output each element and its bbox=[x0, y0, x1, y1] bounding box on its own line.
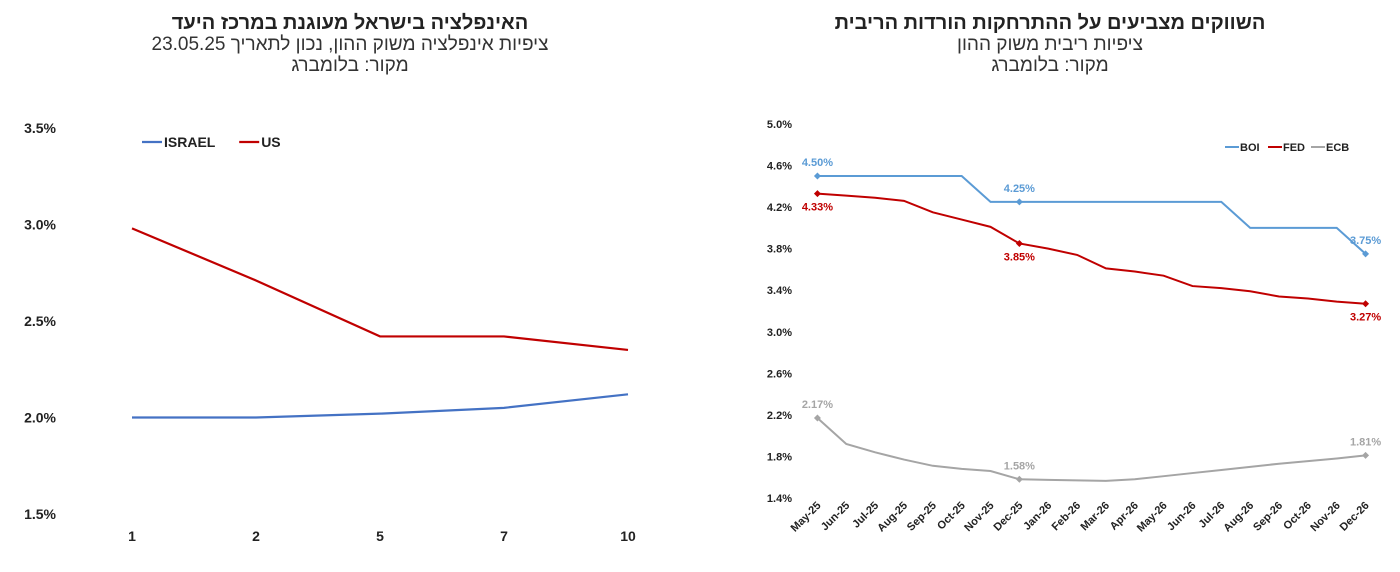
y-tick-label: 1.4% bbox=[767, 493, 792, 505]
x-tick-label: 10 bbox=[620, 528, 636, 544]
series-line-ecb bbox=[816, 417, 1366, 482]
rates-chart-title: השווקים מצביעים על ההתרחקות הורדות הריבי… bbox=[834, 12, 1266, 34]
y-tick-label: 3.0% bbox=[767, 327, 792, 339]
y-tick-label: 1.5% bbox=[24, 506, 56, 522]
y-tick-label: 4.2% bbox=[767, 202, 792, 214]
series-line-us bbox=[131, 227, 629, 352]
y-tick-label: 3.0% bbox=[24, 217, 56, 233]
x-tick-label: 2 bbox=[252, 528, 260, 544]
x-tick-label: Jun-25 bbox=[819, 500, 853, 534]
x-tick-label: Aug-25 bbox=[875, 500, 910, 535]
y-tick-label: 2.5% bbox=[24, 313, 56, 329]
series-line-fed bbox=[817, 192, 1366, 305]
data-label-fed: 3.85% bbox=[1004, 251, 1035, 263]
x-tick-label: May-26 bbox=[1135, 500, 1170, 535]
series-line-boi bbox=[817, 174, 1367, 255]
x-tick-label: 1 bbox=[128, 528, 136, 544]
y-tick-label: 3.8% bbox=[767, 244, 792, 256]
legend-label-boi: BOI bbox=[1240, 142, 1260, 154]
y-tick-label: 5.0% bbox=[767, 119, 792, 131]
data-label-ecb: 1.81% bbox=[1350, 436, 1381, 448]
rates-chart-panel: השווקים מצביעים על ההתרחקות הורדות הריבי… bbox=[700, 0, 1400, 572]
x-tick-label: Sep-25 bbox=[905, 500, 939, 534]
legend-label-fed: FED bbox=[1283, 142, 1305, 154]
data-marker-ecb bbox=[1362, 451, 1370, 459]
x-tick-label: Sep-26 bbox=[1251, 500, 1285, 534]
inflation-chart-title: האינפלציה בישראל מעוגנת במרכז היעד bbox=[171, 12, 529, 34]
x-tick-label: Nov-26 bbox=[1308, 500, 1342, 534]
y-tick-label: 1.8% bbox=[767, 451, 792, 463]
data-marker-fed bbox=[1362, 300, 1370, 308]
x-tick-label: Nov-25 bbox=[962, 500, 996, 534]
legend-label-ecb: ECB bbox=[1326, 142, 1349, 154]
rates-line-chart: 1.4% 1.8% 2.2% 2.6% 3.0% 3.4% 3.8% 4.2% 4.6% 5.0%… bbox=[767, 119, 1381, 535]
inflation-chart-subtitle: ציפיות אינפלציה משוק ההון, נכון לתאריך 2… bbox=[151, 34, 549, 55]
series-line-israel bbox=[132, 393, 629, 419]
legend-label-israel: ISRAEL bbox=[164, 134, 216, 150]
y-tick-label: 4.6% bbox=[767, 161, 792, 173]
x-tick-label: Aug-26 bbox=[1221, 500, 1256, 535]
y-tick-label: 2.2% bbox=[767, 410, 792, 422]
data-label-boi: 4.50% bbox=[802, 157, 833, 169]
data-label-boi: 3.75% bbox=[1350, 235, 1381, 247]
data-label-ecb: 2.17% bbox=[802, 399, 833, 411]
data-marker-boi bbox=[1362, 250, 1370, 258]
inflation-chart-source: מקור: בלומברג bbox=[291, 55, 409, 76]
rates-chart-titles: השווקים מצביעים על ההתרחקות הורדות הריבי… bbox=[700, 12, 1400, 76]
y-tick-label: 3.4% bbox=[767, 285, 792, 297]
inflation-line-chart: 1.5% 2.0% 2.5% 3.0% 3.5% 1 2 5 7 10 ISRAEL US bbox=[24, 120, 636, 544]
legend-label-us: US bbox=[261, 134, 280, 150]
y-tick-label: 3.5% bbox=[24, 120, 56, 136]
data-marker-fed bbox=[813, 190, 821, 198]
x-tick-label: Mar-26 bbox=[1078, 500, 1112, 534]
x-tick-label: Dec-26 bbox=[1338, 500, 1372, 534]
inflation-chart-titles: האינפלציה בישראל מעוגנת במרכז היעד ציפיו… bbox=[0, 12, 700, 76]
x-tick-label: Feb-26 bbox=[1050, 500, 1084, 534]
y-tick-label: 2.6% bbox=[767, 368, 792, 380]
data-label-fed: 4.33% bbox=[802, 202, 833, 214]
x-tick-label: May-25 bbox=[789, 500, 824, 535]
data-label-fed: 3.27% bbox=[1350, 312, 1381, 324]
data-marker-fed bbox=[1015, 239, 1023, 247]
x-tick-label: 5 bbox=[376, 528, 384, 544]
data-marker-boi bbox=[1015, 198, 1023, 206]
x-tick-label: Jan-26 bbox=[1021, 500, 1054, 533]
rates-chart-source: מקור: בלומברג bbox=[991, 55, 1109, 76]
data-label-ecb: 1.58% bbox=[1004, 460, 1035, 472]
y-tick-label: 2.0% bbox=[24, 410, 56, 426]
x-tick-label: 7 bbox=[500, 528, 508, 544]
x-tick-label: Jun-26 bbox=[1165, 500, 1199, 534]
rates-chart-subtitle: ציפיות ריבית משוק ההון bbox=[957, 34, 1143, 55]
data-marker-ecb bbox=[1015, 475, 1023, 483]
data-marker-ecb bbox=[813, 414, 821, 422]
data-marker-boi bbox=[813, 172, 821, 180]
data-label-boi: 4.25% bbox=[1004, 183, 1035, 195]
x-tick-label: Dec-25 bbox=[991, 500, 1025, 534]
inflation-chart-panel: האינפלציה בישראל מעוגנת במרכז היעד ציפיו… bbox=[0, 12, 700, 544]
